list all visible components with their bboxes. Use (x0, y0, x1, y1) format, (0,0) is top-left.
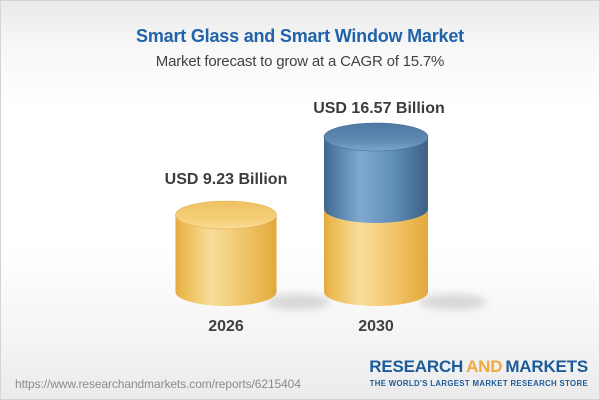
logo-word-markets: MARKETS (505, 357, 588, 376)
cylinder-2030-top (323, 122, 429, 152)
logo-word-research: RESEARCH (369, 357, 464, 376)
cylinder-2026-body (175, 215, 277, 306)
cylinder-2026-top (175, 200, 277, 230)
cylinder-shadows (266, 294, 487, 310)
chart-subtitle: Market forecast to grow at a CAGR of 15.… (155, 53, 445, 70)
report-url[interactable]: https://www.researchandmarkets.com/repor… (15, 377, 301, 391)
cylinder-2030-growth-segment (324, 137, 428, 223)
logo-wordmark: RESEARCH AND MARKETS (369, 358, 588, 376)
value-label-2026: USD 9.23 Billion (164, 171, 288, 188)
chart-header: Smart Glass and Smart Window Market Mark… (1, 1, 599, 70)
researchandmarkets-logo: RESEARCH AND MARKETS THE WORLD'S LARGEST M… (369, 358, 588, 389)
cylinder-2026 (175, 200, 277, 306)
chart-title: Smart Glass and Smart Window Market (136, 26, 464, 46)
year-label-2030: 2030 (358, 318, 394, 335)
logo-word-and: AND (466, 357, 503, 376)
year-label-2026: 2026 (208, 318, 244, 335)
cylinder-2030-base-segment (324, 209, 428, 306)
logo-tagline: THE WORLD'S LARGEST MARKET RESEARCH STOR… (369, 379, 588, 388)
cylinder-2030 (323, 122, 429, 306)
value-label-2030: USD 16.57 Billion (313, 100, 445, 117)
